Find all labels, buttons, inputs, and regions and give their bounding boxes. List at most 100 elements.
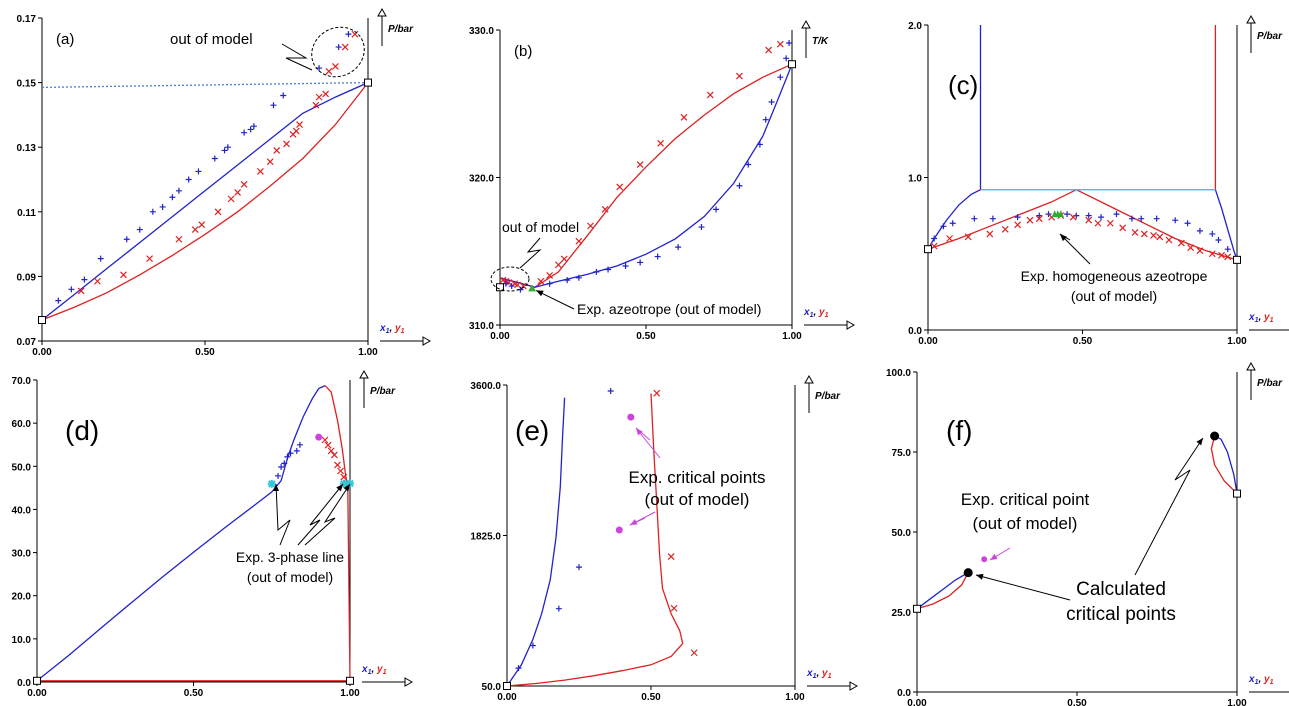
panel-letter: (f) (946, 415, 972, 446)
data-point-plus (159, 203, 166, 210)
data-point-x (175, 235, 183, 243)
critical-points-label: Exp. critical points (629, 468, 766, 487)
annotation-arrow (1134, 437, 1204, 576)
pure-component-marker (788, 60, 796, 69)
annotation-arrowhead (976, 573, 984, 580)
data-point-plus (211, 155, 218, 162)
data-point-x (1165, 236, 1173, 244)
data-point-x (234, 188, 242, 196)
data-point-x (690, 649, 698, 657)
data-point-plus (940, 223, 947, 230)
annotation-arrowhead (990, 553, 998, 560)
data-point-plus (224, 144, 231, 151)
x-tick-label: 1.00 (1227, 698, 1247, 706)
three-phase-marker (267, 479, 276, 488)
x-axis-label: x1, y1 (361, 664, 387, 676)
y-tick-label: 100.0 (886, 368, 911, 379)
data-point-x (334, 461, 341, 469)
annotation-arrow (275, 483, 291, 546)
data-point-x (930, 242, 938, 250)
x-tick-label: 1.00 (782, 331, 802, 342)
data-point-x (324, 441, 332, 449)
y-tick-label: 70.0 (12, 376, 32, 387)
data-point-x (657, 139, 665, 147)
pure-component-marker (913, 604, 921, 613)
curve-line (41, 82, 369, 321)
data-point-plus (123, 236, 130, 243)
data-point-x (706, 91, 714, 99)
data-point-plus (931, 235, 938, 242)
data-point-x (765, 46, 773, 54)
data-point-plus (287, 450, 294, 457)
data-point-x (1208, 250, 1216, 258)
y-tick-label: 0.11 (17, 208, 36, 219)
y-tick-label: 330.0 (469, 26, 494, 37)
curve-line (1076, 189, 1238, 261)
curve-line (1214, 189, 1238, 261)
data-point-plus (654, 253, 661, 260)
panel-letter: (b) (514, 43, 532, 60)
data-point-x (351, 30, 359, 38)
data-point-plus (768, 98, 775, 105)
x-axis-label: x1, y1 (803, 307, 829, 319)
data-point-x (1119, 224, 1127, 232)
data-point-x (1085, 216, 1093, 224)
data-point-x (616, 183, 624, 191)
annotation-arrow (1059, 233, 1071, 241)
data-point-x (77, 287, 85, 295)
out-of-model-ellipse (490, 266, 530, 292)
data-point-plus (81, 276, 88, 283)
data-point-plus (185, 176, 192, 183)
data-point-plus (175, 187, 182, 194)
data-point-plus (169, 194, 176, 201)
data-point-x (330, 451, 338, 459)
data-point-x (1150, 232, 1157, 239)
data-point-x (1094, 219, 1102, 227)
data-point-x (256, 168, 264, 175)
x-axis-label: x1, y1 (1248, 312, 1274, 324)
data-point-plus (247, 126, 254, 133)
x-tick-label: 0.00 (497, 692, 517, 703)
out-of-model-label: out of model (502, 219, 579, 235)
data-point-plus (97, 255, 104, 262)
pure-component-marker (924, 245, 932, 254)
annotation-arrowhead (273, 484, 279, 491)
annotation-arrowhead (536, 290, 544, 297)
curve-line (1210, 435, 1238, 495)
x-axis-label: x1, y1 (806, 668, 832, 680)
three-phase-marker (346, 479, 354, 488)
y-axis-arrowhead (1246, 361, 1256, 371)
y-tick-label: 310.0 (469, 321, 494, 332)
exp-critical-point-label: Exp. critical point (961, 490, 1090, 509)
data-point-plus (971, 215, 978, 222)
data-point-x (341, 43, 349, 51)
panel-letter: (c) (948, 70, 978, 100)
data-point-plus (278, 463, 285, 470)
data-point-x (1187, 244, 1195, 252)
data-point-x (680, 113, 688, 121)
calculated-critical-point-marker (1210, 431, 1220, 441)
data-point-plus (675, 244, 682, 251)
data-point-x (327, 447, 335, 455)
panel-4: 0.00 0.50 1.00 50.0 1825.0 3600.0 x1, y1 P/bar (… (470, 374, 859, 703)
x-axis-label: x1, y1 (1248, 674, 1274, 686)
annotation-arrow (629, 517, 646, 526)
critical-point-marker (315, 433, 323, 441)
data-point-x (1035, 215, 1043, 223)
calculated-critical-point-marker (963, 568, 973, 578)
pure-component-marker (364, 78, 372, 87)
data-point-plus (221, 147, 228, 154)
y-tick-label: 2.0 (908, 21, 922, 32)
data-point-x (964, 233, 972, 241)
data-point-x (653, 389, 661, 397)
annotation-arrowhead (630, 519, 638, 525)
data-point-plus (149, 208, 156, 215)
data-point-plus (555, 605, 562, 612)
x-axis-arrowhead (422, 336, 432, 346)
y-tick-label: 10.0 (12, 635, 32, 646)
annotation-arrow (975, 574, 1071, 601)
data-point-x (315, 93, 323, 101)
x-axis-label: x1, y1 (379, 323, 405, 335)
data-point-plus (1113, 211, 1120, 218)
exp-critical-point-marker (981, 556, 988, 563)
